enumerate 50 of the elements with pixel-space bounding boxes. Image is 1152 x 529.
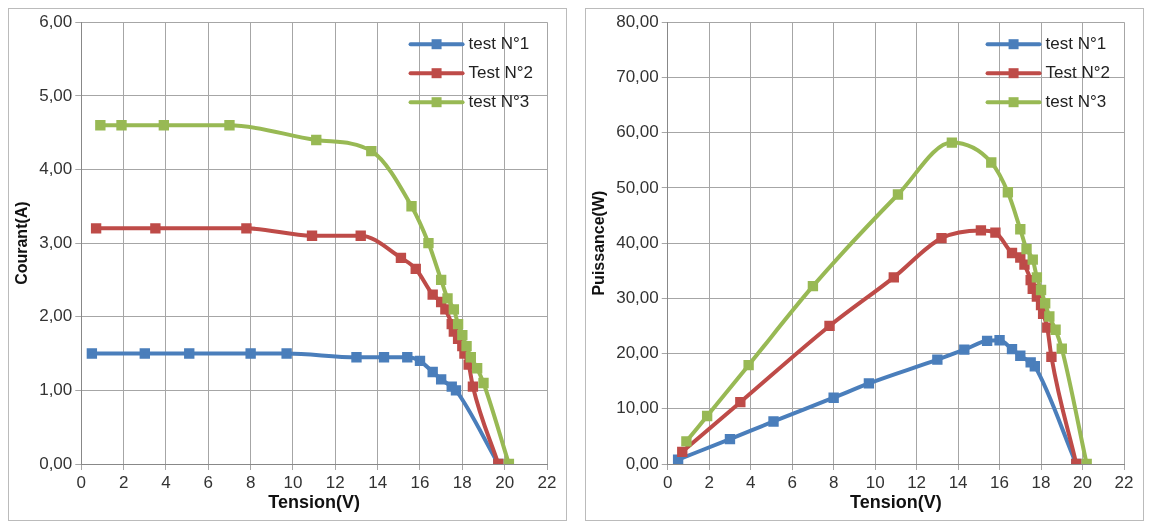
x-axis-title: Tension(V) bbox=[850, 492, 942, 513]
y-tick-label: 50,00 bbox=[616, 177, 659, 197]
x-tick-label: 0 bbox=[76, 472, 87, 492]
y-tick-label: 0,00 bbox=[625, 453, 659, 473]
x-tick-label: 10 bbox=[283, 472, 303, 492]
x-tick-label: 0 bbox=[663, 472, 673, 492]
y-tick-label: 30,00 bbox=[616, 288, 659, 308]
x-tick-label: 8 bbox=[245, 472, 256, 492]
y-tick-label: 1,00 bbox=[39, 380, 73, 400]
x-tick-label: 16 bbox=[990, 472, 1010, 492]
x-tick-label: 2 bbox=[118, 472, 129, 492]
x-tick-label: 20 bbox=[495, 472, 515, 492]
legend-label: Test N°2 bbox=[468, 62, 534, 82]
y-tick-label: 20,00 bbox=[616, 343, 659, 363]
y-tick-label: 5,00 bbox=[39, 85, 73, 105]
x-axis-title: Tension(V) bbox=[268, 492, 360, 513]
y-tick-label: 6,00 bbox=[39, 11, 73, 31]
x-tick-label: 16 bbox=[410, 472, 430, 492]
x-tick-label: 22 bbox=[1114, 472, 1134, 492]
x-tick-label: 22 bbox=[537, 472, 557, 492]
y-tick-label: 80,00 bbox=[616, 11, 659, 31]
x-tick-label: 18 bbox=[452, 472, 472, 492]
x-tick-label: 8 bbox=[828, 472, 839, 492]
legend-label: test N°1 bbox=[468, 33, 530, 53]
y-tick-label: 0,00 bbox=[39, 453, 73, 473]
legend-label: Test N°2 bbox=[1045, 62, 1111, 82]
x-tick-label: 14 bbox=[948, 472, 968, 492]
y-axis-title: Puissance(W) bbox=[590, 190, 608, 296]
x-tick-label: 6 bbox=[203, 472, 214, 492]
legend-label: test N°3 bbox=[468, 91, 530, 111]
legend-label: test N°1 bbox=[1045, 33, 1107, 53]
x-tick-label: 20 bbox=[1073, 472, 1092, 492]
x-tick-label: 12 bbox=[907, 472, 927, 492]
x-tick-label: 14 bbox=[368, 472, 388, 492]
y-tick-label: 70,00 bbox=[616, 67, 659, 87]
x-tick-label: 6 bbox=[787, 472, 797, 492]
y-tick-label: 10,00 bbox=[616, 398, 659, 418]
x-tick-label: 12 bbox=[325, 472, 345, 492]
y-tick-label: 40,00 bbox=[616, 232, 659, 252]
y-tick-label: 2,00 bbox=[39, 306, 73, 326]
y-tick-label: 4,00 bbox=[39, 159, 73, 179]
y-axis-title: Courant(A) bbox=[13, 201, 31, 285]
y-tick-label: 60,00 bbox=[616, 122, 659, 142]
legend-label: test N°3 bbox=[1045, 91, 1107, 111]
x-tick-label: 18 bbox=[1031, 472, 1051, 492]
y-tick-label: 3,00 bbox=[39, 232, 73, 252]
x-tick-label: 4 bbox=[745, 472, 756, 492]
x-tick-label: 10 bbox=[865, 472, 885, 492]
x-tick-label: 4 bbox=[161, 472, 171, 492]
x-tick-label: 2 bbox=[704, 472, 714, 492]
